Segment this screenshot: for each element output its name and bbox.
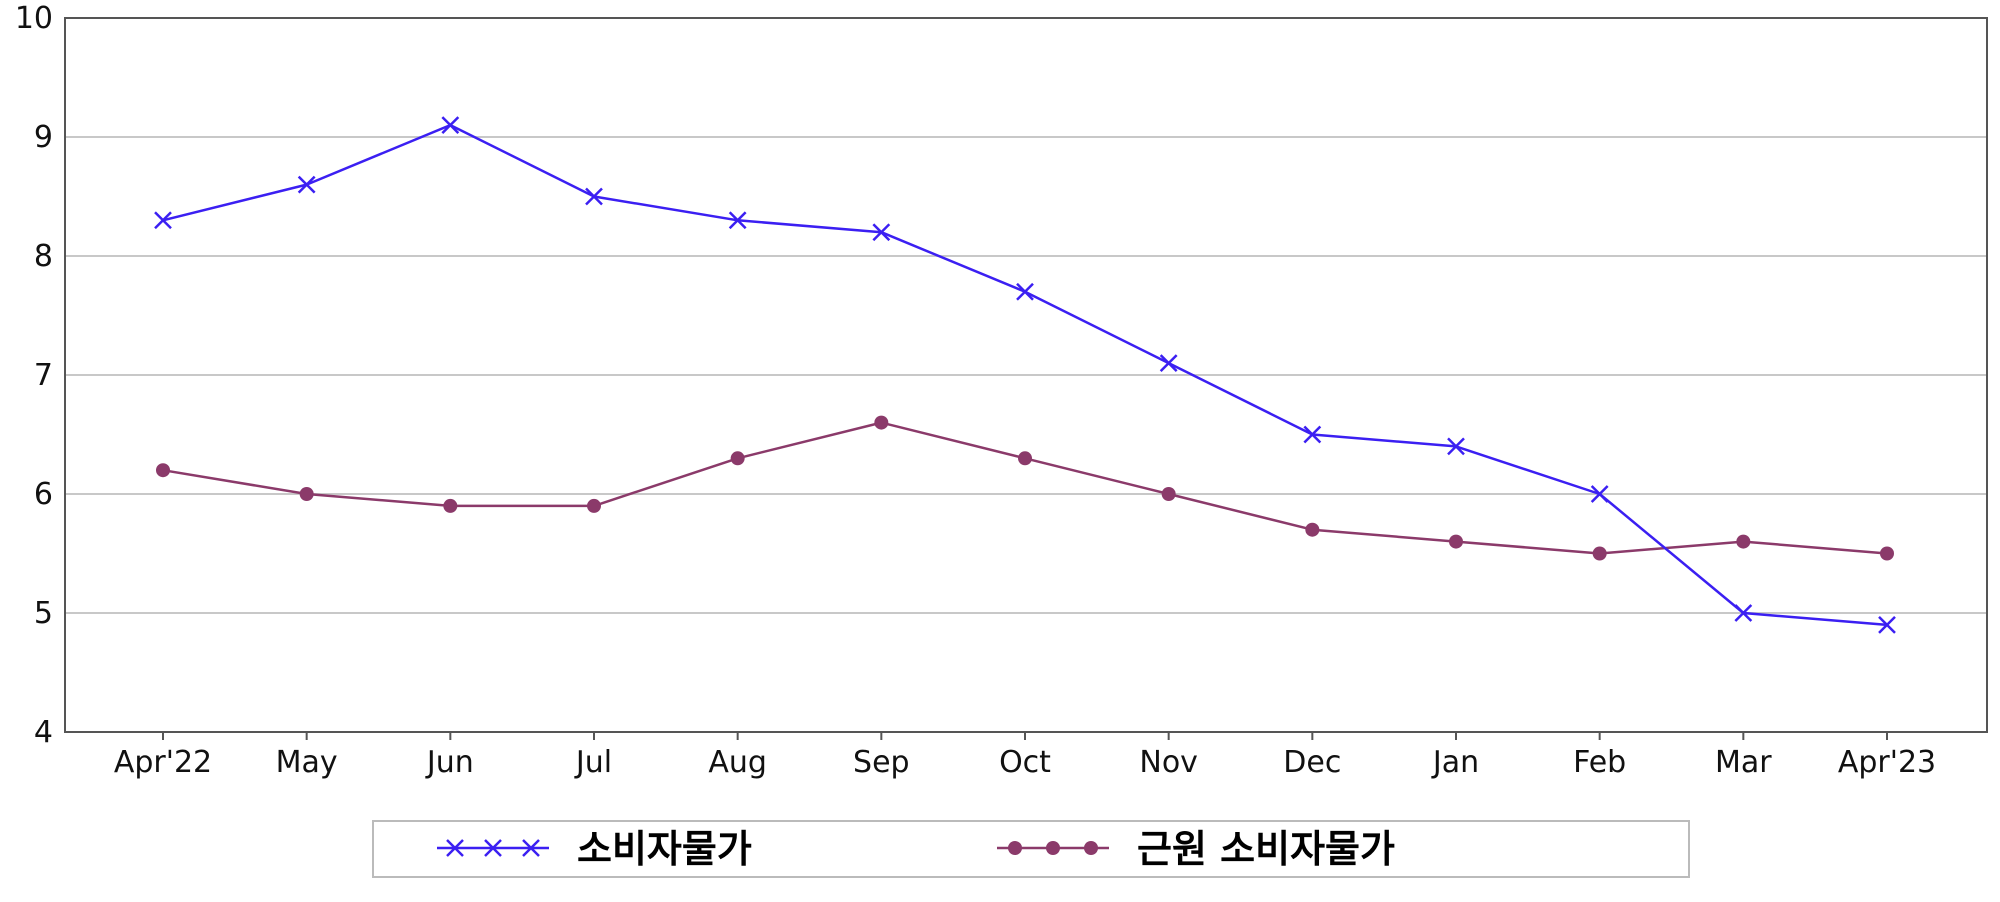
series-1-point [1880,546,1894,561]
series-1-point [156,463,170,478]
x-axis-ticks: Apr'22 May Jun Jul Aug Sep Oct Nov Dec Jan Feb Mar A… [114,732,1936,780]
legend-label: 근원 소비자물가 [1137,827,1395,871]
x-tick-label: May [276,745,338,780]
legend-swatch-marker [1008,841,1022,855]
series-1-point [730,451,745,466]
series-0-point [1878,616,1896,634]
series-0-point [1303,425,1322,444]
marker-stroke [1016,282,1034,301]
marker-stroke [1734,604,1753,622]
marker-stroke [297,175,316,194]
series-0-point [154,211,172,230]
series-1-point [1736,534,1751,549]
series-0-point [1016,282,1034,301]
y-tick-label: 9 [34,120,53,155]
series-1-point [587,498,601,513]
series-lines [154,116,1896,634]
series-1-point [1449,534,1463,549]
series-0-point [728,211,747,230]
series-1-point [299,487,314,501]
x-tick-label: Apr'22 [114,745,212,780]
series-0-point [1590,485,1609,503]
y-tick-label: 5 [34,596,53,631]
x-tick-label: Sep [853,745,910,780]
legend-swatch-marker [484,839,502,857]
marker-stroke [522,839,540,857]
marker-stroke [1159,354,1178,372]
legend-swatch-marker [1046,841,1060,855]
legend-entry-1: 근원 소비자물가 [997,827,1395,871]
x-tick-label: Aug [708,745,767,780]
x-tick-label: Nov [1139,745,1198,780]
legend-box [372,820,1690,878]
legend-label: 소비자물가 [577,827,752,871]
series-1-point [874,415,889,430]
marker-stroke [728,211,747,230]
legend-entry-0: 소비자물가 [437,827,752,871]
y-tick-label: 7 [34,358,53,393]
x-tick-label: Oct [999,745,1051,780]
series-1-point [1305,522,1320,537]
series-0-point [441,116,460,134]
gridlines [65,136,1987,614]
x-tick-label: Jun [425,745,474,780]
series-0-point [1159,354,1178,372]
marker-stroke [872,223,891,242]
y-tick-label: 8 [34,239,53,274]
x-tick-label: Jan [1431,745,1479,780]
marker-stroke [1878,616,1896,634]
x-tick-label: Dec [1283,745,1341,780]
marker-stroke [1303,425,1322,444]
legend-swatch-marker [1084,841,1098,855]
series-1-point [443,498,458,513]
y-axis-ticks: 4 5 6 7 8 9 10 [15,1,53,750]
series-1-point [1592,546,1607,561]
series-0-point [297,175,316,194]
series-0-point [585,187,603,206]
series-0-point [1734,604,1753,622]
legend-swatch-marker [522,839,540,857]
series-1-line [162,421,1888,555]
y-tick-label: 6 [34,477,53,512]
marker-stroke [585,187,603,206]
marker-stroke [441,116,460,134]
y-tick-label: 4 [34,715,53,750]
legend: 소비자물가 근원 소비자물가 [372,820,1690,878]
series-1-point [1018,451,1032,466]
x-tick-label: Apr'23 [1838,745,1936,780]
marker-stroke [154,211,172,230]
legend-swatch-marker [446,839,464,857]
x-tick-label: Jul [574,745,612,780]
series-0-point [872,223,891,242]
x-tick-label: Mar [1715,745,1772,780]
y-tick-label: 10 [15,1,53,36]
marker-stroke [484,839,502,857]
x-tick-label: Feb [1573,745,1626,780]
marker-stroke [1447,437,1465,456]
marker-stroke [1590,485,1609,503]
series-1-point [1161,487,1176,501]
marker-stroke [446,839,464,857]
series-0-point [1447,437,1465,456]
